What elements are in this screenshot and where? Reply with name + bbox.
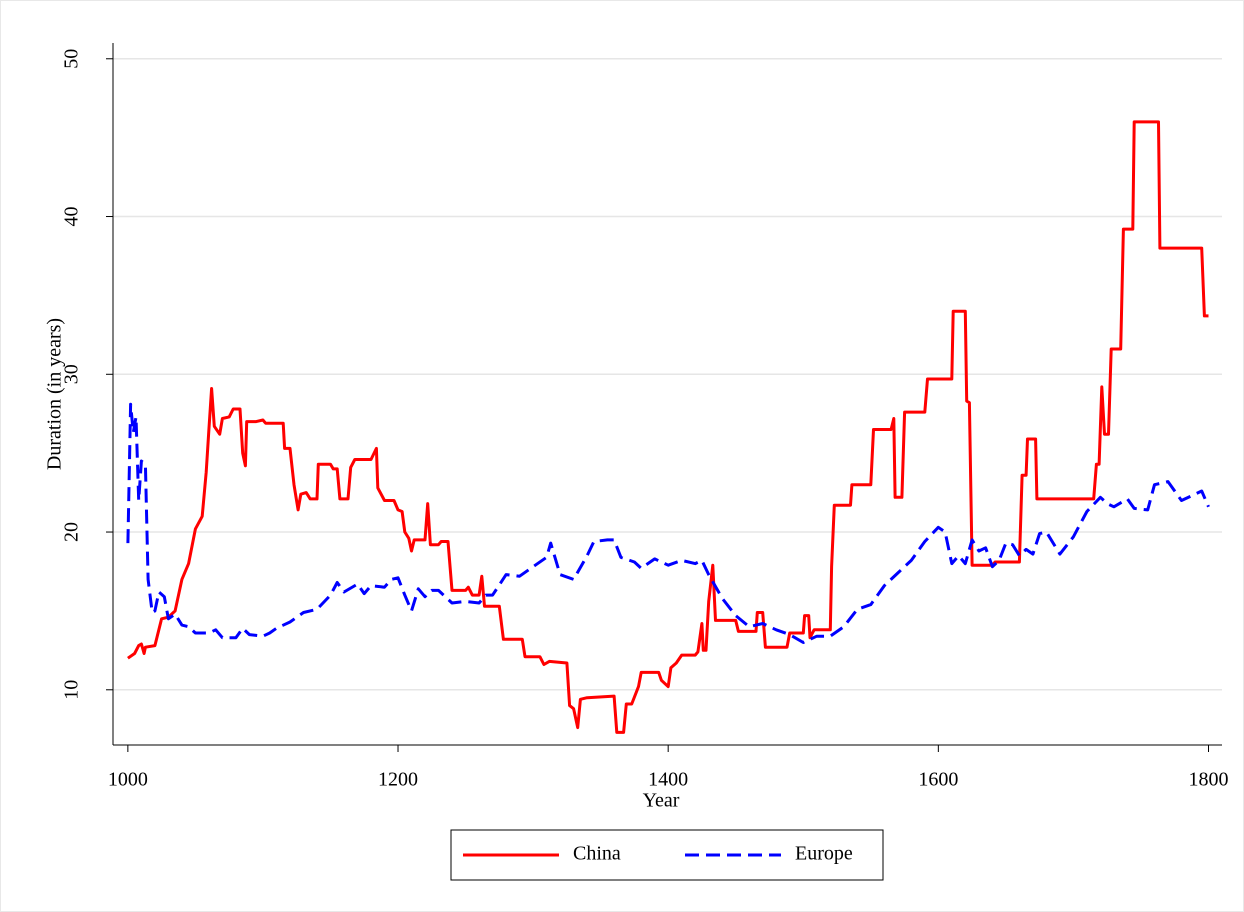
y-tick-label: 30: [61, 364, 83, 384]
y-tick-label: 40: [61, 207, 83, 227]
x-tick-label: 1000: [108, 769, 148, 791]
x-tick-label: 1800: [1188, 769, 1228, 791]
x-axis-label: Year: [643, 790, 680, 812]
x-tick-label: 1200: [378, 769, 418, 791]
y-axis-label: Duration (in years): [44, 318, 66, 470]
legend-label: China: [573, 843, 621, 865]
y-tick-label: 50: [61, 49, 83, 69]
x-tick-label: 1600: [918, 769, 958, 791]
legend-label: Europe: [795, 843, 853, 865]
y-tick-label: 10: [61, 680, 83, 700]
y-tick-label: 20: [61, 522, 83, 542]
series-line: [127, 120, 1209, 734]
x-tick-label: 1400: [648, 769, 688, 791]
series-line: [126, 402, 1210, 644]
